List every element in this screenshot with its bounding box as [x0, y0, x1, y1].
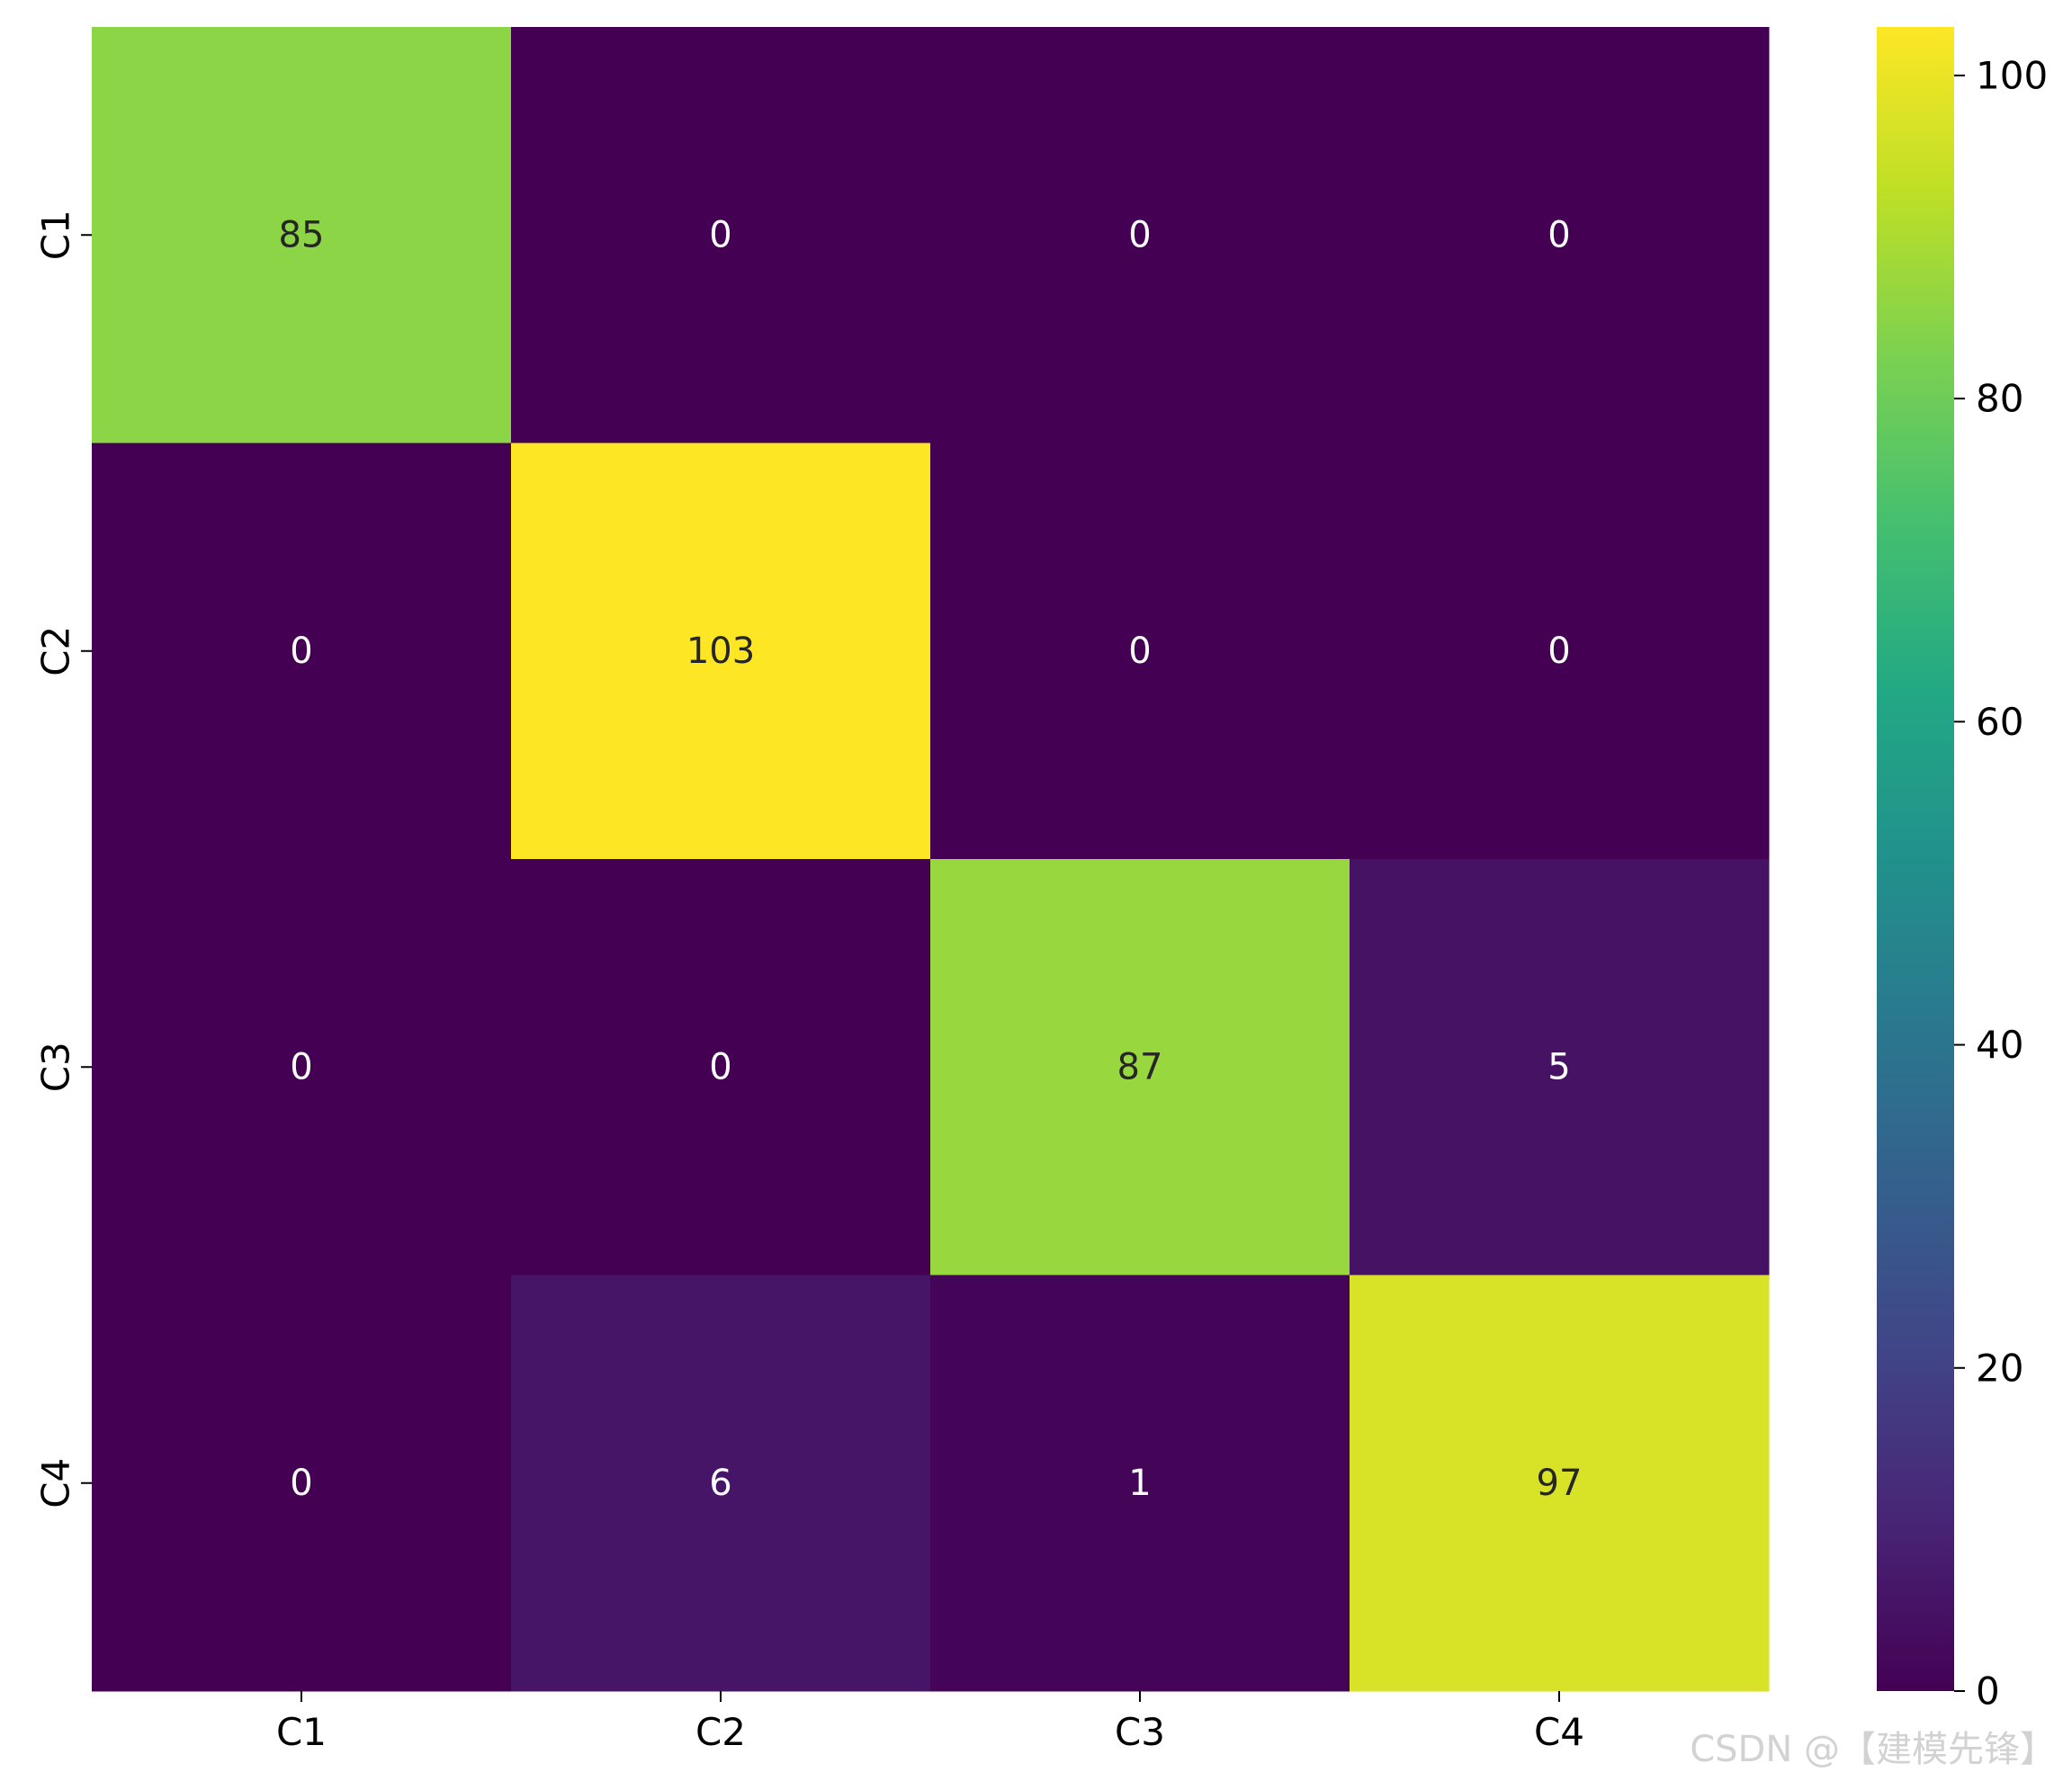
heatmap-cell-C1-C3: [930, 27, 1350, 443]
heatmap-cell-C3-C2: [511, 859, 931, 1275]
colorbar-gradient: [1877, 27, 1954, 1691]
heatmap-cell-C4-C1: [92, 1275, 512, 1692]
colorbar-tick-label-40: 40: [1976, 1023, 2023, 1067]
cell-value-C2-C3: 0: [1128, 631, 1151, 672]
heatmap-cell-C2-C1: [92, 443, 512, 860]
heatmap-cell-C1-C4: [1350, 27, 1770, 443]
heatmap-cell-C2-C2: [511, 443, 931, 860]
watermark: CSDN @【建模先锋】: [1690, 1729, 2056, 1770]
x-tick-label-C4: C4: [1534, 1710, 1584, 1754]
cell-value-C3-C3: 87: [1117, 1046, 1163, 1087]
colorbar: 0 20 40 60 80 100: [1877, 27, 2048, 1714]
heatmap-cell-C2-C4: [1350, 443, 1770, 860]
cell-value-C1-C4: 0: [1547, 214, 1570, 255]
heatmap-cell-C1-C1: [92, 27, 512, 443]
heatmap-cell-C2-C3: [930, 443, 1350, 860]
colorbar-tick-label-100: 100: [1976, 53, 2048, 97]
heatmap-cells: [92, 27, 1770, 1692]
heatmap-cell-C4-C3: [930, 1275, 1350, 1692]
heatmap-cell-C1-C2: [511, 27, 931, 443]
heatmap-cell-C3-C1: [92, 859, 512, 1275]
cell-value-C2-C2: 103: [686, 631, 755, 672]
y-tick-label-C2: C2: [34, 626, 78, 676]
x-tick-label-C3: C3: [1115, 1710, 1165, 1754]
y-tick-label-C4: C4: [34, 1458, 78, 1508]
y-tick-label-C3: C3: [34, 1042, 78, 1092]
cell-value-C1-C2: 0: [709, 214, 731, 255]
heatmap-cell-C3-C3: [930, 859, 1350, 1275]
cell-value-C3-C1: 0: [290, 1046, 312, 1087]
heatmap-cell-C4-C2: [511, 1275, 931, 1692]
cell-value-C2-C1: 0: [290, 631, 312, 672]
cell-value-C1-C1: 85: [279, 214, 325, 255]
cell-value-C1-C3: 0: [1128, 214, 1151, 255]
cell-value-C4-C1: 0: [290, 1463, 312, 1504]
colorbar-tick-label-80: 80: [1976, 377, 2023, 421]
y-axis: C1 C2 C3 C4: [34, 210, 92, 1508]
cell-value-C4-C2: 6: [709, 1463, 731, 1504]
x-tick-label-C2: C2: [695, 1710, 746, 1754]
heatmap-cell-C3-C4: [1350, 859, 1770, 1275]
colorbar-tick-label-20: 20: [1976, 1346, 2023, 1390]
cell-value-C2-C4: 0: [1547, 631, 1570, 672]
heatmap-cell-labels: 85 0 0 0 0 103 0 0 0 0 87 5 0 6 1 97: [279, 214, 1583, 1504]
y-tick-label-C1: C1: [34, 210, 78, 260]
cell-value-C3-C4: 5: [1547, 1046, 1570, 1087]
cell-value-C4-C3: 1: [1128, 1463, 1151, 1504]
colorbar-tick-label-60: 60: [1976, 700, 2023, 744]
cell-value-C3-C2: 0: [709, 1046, 731, 1087]
cell-value-C4-C4: 97: [1537, 1463, 1583, 1504]
colorbar-tick-label-0: 0: [1976, 1669, 2000, 1714]
heatmap-cell-C4-C4: [1350, 1275, 1770, 1692]
x-tick-label-C1: C1: [276, 1710, 327, 1754]
x-axis: C1 C2 C3 C4: [276, 1691, 1584, 1754]
colorbar-ticks: 0 20 40 60 80 100: [1954, 53, 2048, 1714]
